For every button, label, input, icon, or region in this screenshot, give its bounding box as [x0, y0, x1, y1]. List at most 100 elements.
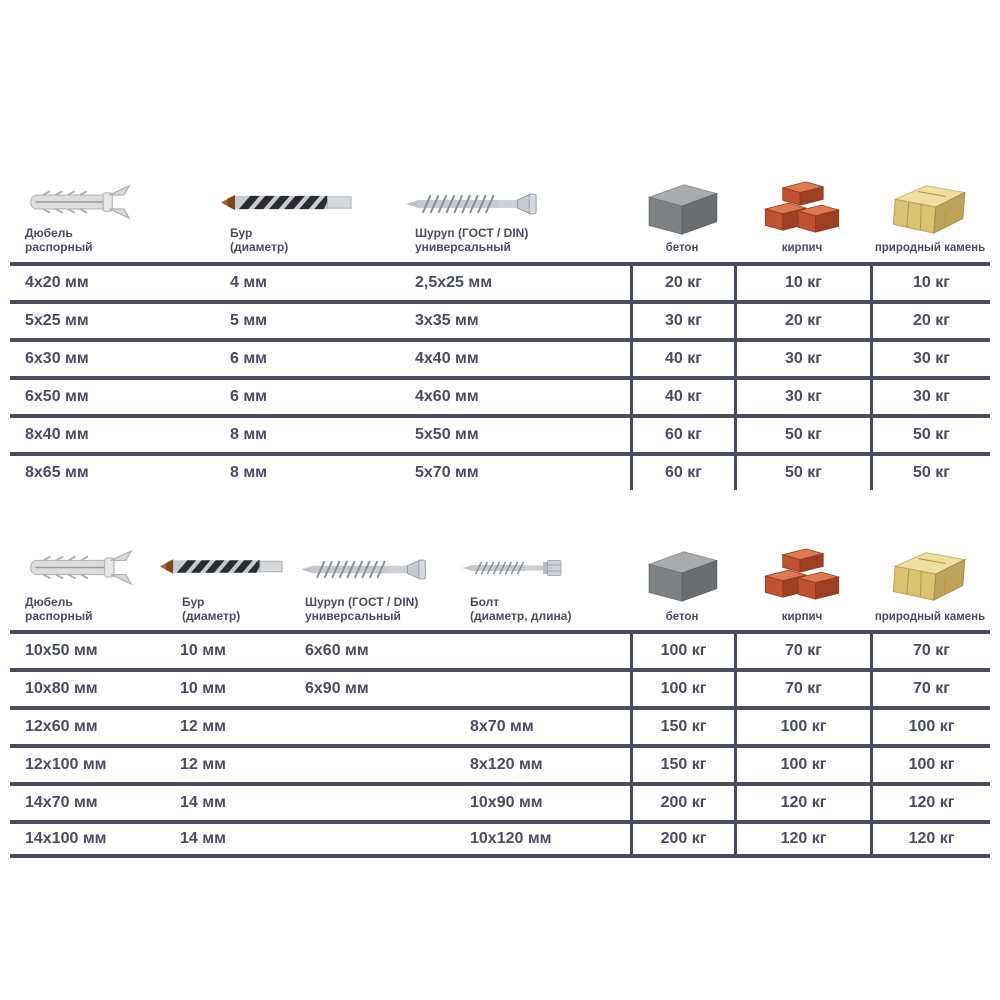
table-cell: 12 мм	[170, 706, 295, 744]
table-cell: 8x70 мм	[460, 706, 630, 744]
table-cell: 14x100 мм	[10, 820, 170, 858]
column-header-screw: Шуруп (ГОСТ / DIN) универсальный	[305, 595, 418, 623]
header-line: Болт	[470, 595, 500, 609]
screw-icon	[405, 192, 543, 216]
header-line: Дюбель	[25, 226, 73, 240]
table-cell: 8x65 мм	[10, 452, 230, 490]
dowel-table-large-sizes: Дюбель распорный Бур (диаметр) Шуруп (ГО…	[10, 545, 990, 858]
table-cell: 100 кг	[870, 706, 990, 744]
table-cell: 4 мм	[230, 262, 415, 300]
table-cell: 70 кг	[734, 630, 870, 668]
table-cell: 4x20 мм	[10, 262, 230, 300]
table-row: 10x50 мм 10 мм 6x60 мм 100 кг 70 кг 70 кг	[10, 630, 990, 668]
table-cell: 30 кг	[734, 376, 870, 414]
table-cell: 50 кг	[870, 414, 990, 452]
table-row: 10x80 мм 10 мм 6x90 мм 100 кг 70 кг 70 кг	[10, 668, 990, 706]
table-cell: 100 кг	[630, 630, 734, 668]
column-header-dowel: Дюбель распорный	[25, 226, 92, 254]
table-cell: 120 кг	[870, 782, 990, 820]
table-cell: 120 кг	[734, 782, 870, 820]
table-cell: 8 мм	[230, 452, 415, 490]
column-header-concrete: бетон	[665, 611, 699, 623]
table-cell: 6x60 мм	[295, 630, 460, 668]
bolt-icon	[460, 559, 566, 577]
table-cell: 2,5x25 мм	[415, 262, 630, 300]
table-cell: 50 кг	[734, 452, 870, 490]
table-row: 6x50 мм 6 мм 4x60 мм 40 кг 30 кг 30 кг	[10, 376, 990, 414]
header-line: Шуруп (ГОСТ / DIN)	[415, 226, 529, 240]
table-cell: 50 кг	[734, 414, 870, 452]
table-cell: 10x90 мм	[460, 782, 630, 820]
table-cell: 10 кг	[870, 262, 990, 300]
screw-icon	[300, 558, 432, 581]
table-cell: 200 кг	[630, 782, 734, 820]
table-cell: 12 мм	[170, 744, 295, 782]
table-cell: 10x80 мм	[10, 668, 170, 706]
table-cell: 100 кг	[734, 706, 870, 744]
column-header-drill: Бур (диаметр)	[182, 595, 240, 623]
table-cell	[295, 706, 460, 744]
table-cell: 100 кг	[870, 744, 990, 782]
brick-icon	[761, 180, 843, 236]
table-cell: 40 кг	[630, 338, 734, 376]
table-cell: 20 кг	[734, 300, 870, 338]
table-row: 12x60 мм 12 мм 8x70 мм 150 кг 100 кг 100 кг	[10, 706, 990, 744]
table-cell: 14 мм	[170, 820, 295, 858]
header-line: (диаметр)	[182, 609, 241, 624]
table-row: 6x30 мм 6 мм 4x40 мм 40 кг 30 кг 30 кг	[10, 338, 990, 376]
table2-body: 10x50 мм 10 мм 6x60 мм 100 кг 70 кг 70 кг 10x8…	[10, 630, 990, 858]
table-cell: 120 кг	[870, 820, 990, 858]
table1-header: Дюбель распорный Бур (диаметр) Шуруп (ГО…	[10, 180, 990, 262]
table-cell: 6 мм	[230, 376, 415, 414]
table-row: 8x40 мм 8 мм 5x50 мм 60 кг 50 кг 50 кг	[10, 414, 990, 452]
table-cell: 4x60 мм	[415, 376, 630, 414]
table-cell	[295, 782, 460, 820]
table-row: 12x100 мм 12 мм 8x120 мм 150 кг 100 кг 100 кг	[10, 744, 990, 782]
dowel-table-small-sizes: Дюбель распорный Бур (диаметр) Шуруп (ГО…	[10, 180, 990, 490]
table-cell: 60 кг	[630, 452, 734, 490]
column-header-bolt: Болт (диаметр, длина)	[470, 595, 571, 623]
concrete-block-icon	[641, 180, 723, 236]
table-cell: 8x120 мм	[460, 744, 630, 782]
table-cell: 70 кг	[734, 668, 870, 706]
table-cell: 5x70 мм	[415, 452, 630, 490]
table-cell: 30 кг	[734, 338, 870, 376]
table1-body: 4x20 мм 4 мм 2,5x25 мм 20 кг 10 кг 10 кг 5x25 …	[10, 262, 990, 490]
table-cell	[460, 630, 630, 668]
stone-block-icon	[889, 547, 971, 603]
table-cell: 20 кг	[870, 300, 990, 338]
header-line: (диаметр)	[230, 240, 289, 255]
table-cell: 60 кг	[630, 414, 734, 452]
table-cell: 12x60 мм	[10, 706, 170, 744]
table-row: 14x70 мм 14 мм 10x90 мм 200 кг 120 кг 120 кг	[10, 782, 990, 820]
table-cell: 10 мм	[170, 630, 295, 668]
table-cell: 20 кг	[630, 262, 734, 300]
table-cell: 30 кг	[870, 338, 990, 376]
table-cell: 70 кг	[870, 630, 990, 668]
table-cell: 10x50 мм	[10, 630, 170, 668]
table-cell: 40 кг	[630, 376, 734, 414]
table-cell: 30 кг	[870, 376, 990, 414]
table-cell: 120 кг	[734, 820, 870, 858]
table-cell	[460, 668, 630, 706]
table-cell: 3x35 мм	[415, 300, 630, 338]
table-cell: 4x40 мм	[415, 338, 630, 376]
column-header-stone: природный камень	[874, 242, 986, 254]
table-cell: 6x30 мм	[10, 338, 230, 376]
table-cell: 14x70 мм	[10, 782, 170, 820]
header-line: Бур	[182, 595, 205, 609]
table-cell: 150 кг	[630, 744, 734, 782]
table-cell: 5x25 мм	[10, 300, 230, 338]
table2-header: Дюбель распорный Бур (диаметр) Шуруп (ГО…	[10, 545, 990, 630]
table-row: 8x65 мм 8 мм 5x70 мм 60 кг 50 кг 50 кг	[10, 452, 990, 490]
header-line: (диаметр, длина)	[470, 609, 572, 624]
table-cell: 5 мм	[230, 300, 415, 338]
column-header-stone: природный камень	[874, 611, 986, 623]
stone-block-icon	[889, 180, 971, 236]
table-cell: 6 мм	[230, 338, 415, 376]
table-cell: 100 кг	[630, 668, 734, 706]
concrete-block-icon	[641, 547, 723, 603]
header-line: универсальный	[305, 609, 401, 624]
table-cell: 8x40 мм	[10, 414, 230, 452]
